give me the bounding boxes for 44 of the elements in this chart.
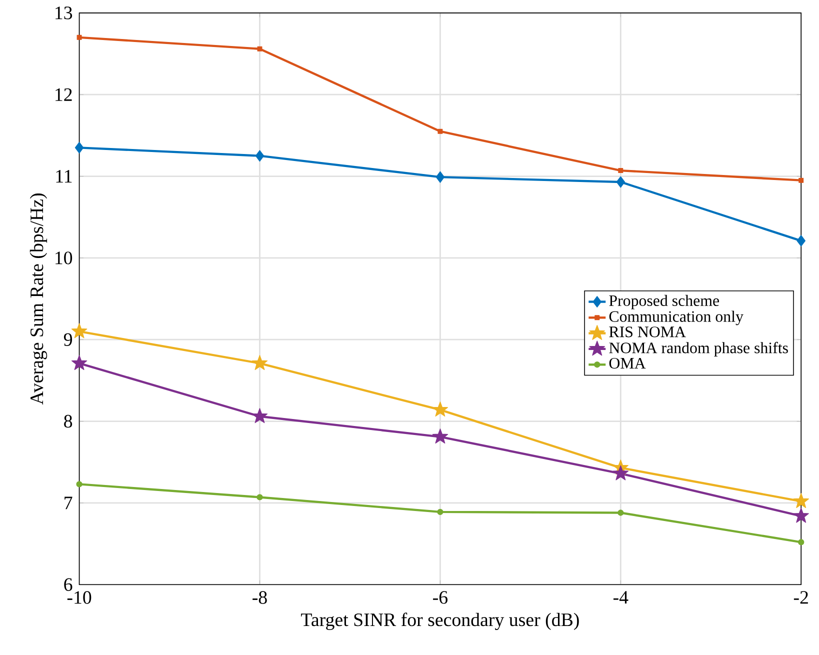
y-tick-label: 13 (56, 6, 72, 20)
y-tick-label: 9 (64, 333, 72, 346)
x-tick-label: -2 (794, 591, 808, 604)
legend-label: NOMA random phase shifts (609, 342, 788, 356)
point (437, 508, 444, 515)
y-tick-label: 10 (56, 251, 72, 264)
point (793, 508, 809, 523)
x-tick-label: -8 (252, 591, 267, 604)
point (436, 171, 445, 183)
point (71, 323, 88, 338)
point (618, 510, 624, 516)
y-axis-title: Average Sum Rate (bps/Hz) (30, 193, 48, 405)
point (798, 178, 804, 183)
point (798, 538, 804, 546)
y-tick-label: 11 (56, 170, 72, 182)
legend-label: RIS NOMA (609, 326, 686, 338)
point (432, 428, 448, 444)
point (616, 176, 626, 188)
x-tick-label: -10 (67, 591, 92, 604)
point (432, 401, 448, 416)
point (793, 492, 809, 508)
point (438, 128, 443, 134)
point (71, 354, 88, 370)
y-tick-label: 6 (64, 578, 72, 591)
legend-label: Proposed scheme (609, 294, 720, 310)
point (255, 150, 264, 162)
point (796, 234, 806, 246)
point (252, 408, 268, 424)
point (256, 494, 263, 500)
point (74, 142, 84, 154)
point (612, 465, 629, 480)
point (76, 34, 82, 40)
point (618, 168, 624, 173)
y-tick-label: 8 (64, 414, 72, 428)
point (252, 354, 268, 370)
point (257, 46, 262, 52)
x-tick-label: -4 (613, 591, 628, 604)
x-axis-title: Target SINR for secondary user (dB) (301, 612, 579, 630)
y-tick-label: 7 (64, 496, 72, 510)
point (76, 480, 82, 488)
x-tick-label: -6 (433, 591, 448, 604)
y-tick-label: 12 (56, 88, 72, 101)
legend-label: Communication only (609, 310, 744, 326)
legend-label: OMA (609, 358, 646, 369)
